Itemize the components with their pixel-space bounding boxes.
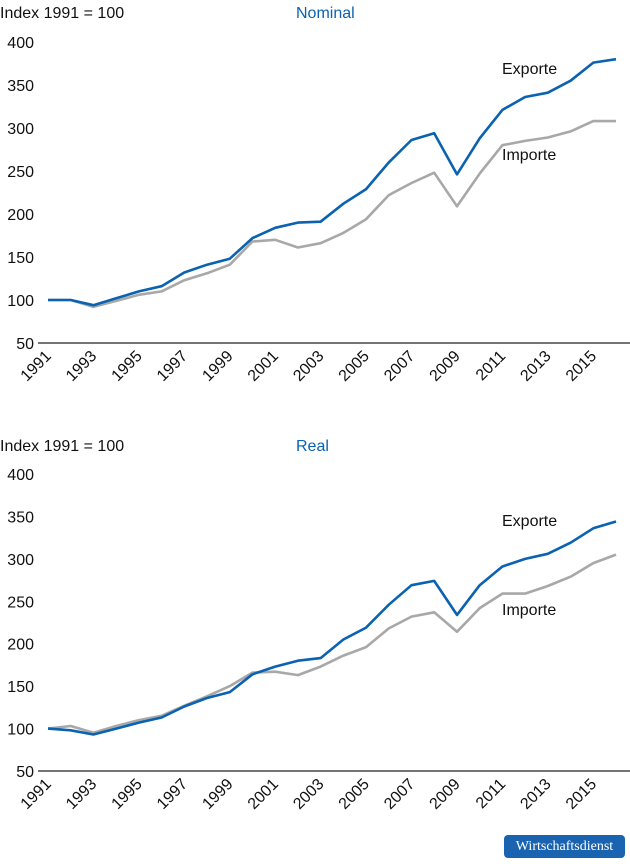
x-tick-label: 2007 bbox=[381, 776, 418, 813]
x-tick-label: 2005 bbox=[336, 776, 373, 813]
publisher-logo: Wirtschaftsdienst bbox=[504, 835, 625, 858]
y-tick-label: 200 bbox=[7, 637, 34, 654]
x-tick-label: 2013 bbox=[517, 776, 554, 813]
y-tick-label: 100 bbox=[7, 293, 34, 310]
y-tick-label: 250 bbox=[7, 164, 34, 181]
x-tick-label: 1997 bbox=[154, 348, 191, 385]
series-line-importe bbox=[48, 119, 616, 309]
y-tick-label: 100 bbox=[7, 722, 34, 739]
chart-nominal: Index 1991 = 100 Nominal40035030025020015… bbox=[0, 5, 630, 385]
x-tick-label: 1997 bbox=[154, 776, 191, 813]
y-tick-label: 50 bbox=[16, 764, 34, 781]
series-line-importe bbox=[47, 553, 617, 735]
y-tick-label: 400 bbox=[7, 35, 34, 52]
y-axis-label: Index 1991 = 100 bbox=[0, 438, 124, 455]
series-label-exporte: Exporte bbox=[502, 61, 557, 78]
series-line-exporte bbox=[47, 520, 617, 736]
x-tick-label: 1995 bbox=[109, 776, 146, 813]
x-tick-label: 1999 bbox=[199, 776, 236, 813]
series-line-exporte bbox=[48, 57, 617, 307]
series-label-exporte: Exporte bbox=[502, 513, 557, 530]
x-tick-label: 2009 bbox=[427, 776, 464, 813]
x-tick-label: 2009 bbox=[427, 348, 464, 385]
y-tick-label: 400 bbox=[7, 467, 34, 484]
x-tick-label: 2005 bbox=[336, 348, 373, 385]
x-tick-label: 1993 bbox=[63, 776, 100, 813]
x-tick-label: 2007 bbox=[381, 348, 418, 385]
x-tick-label: 2001 bbox=[245, 348, 282, 385]
x-tick-label: 2003 bbox=[290, 776, 327, 813]
y-tick-label: 150 bbox=[7, 250, 34, 267]
x-tick-label: 2011 bbox=[473, 776, 509, 812]
x-tick-label: 1991 bbox=[18, 776, 55, 813]
x-tick-label: 2001 bbox=[245, 776, 282, 813]
y-tick-label: 250 bbox=[7, 594, 34, 611]
x-tick-label: 2013 bbox=[517, 348, 554, 385]
chart-title: Nominal bbox=[296, 5, 355, 22]
x-tick-label: 2003 bbox=[290, 348, 327, 385]
y-tick-label: 50 bbox=[16, 336, 34, 353]
x-tick-label: 1991 bbox=[18, 348, 55, 385]
y-tick-label: 300 bbox=[7, 552, 34, 569]
x-tick-label: 1999 bbox=[199, 348, 236, 385]
y-axis-label: Index 1991 = 100 bbox=[0, 5, 124, 22]
chart-real: Index 1991 = 100 Real40035030025020015010… bbox=[0, 438, 630, 813]
y-tick-label: 300 bbox=[7, 121, 34, 138]
series-label-importe: Importe bbox=[502, 602, 556, 619]
y-tick-label: 200 bbox=[7, 207, 34, 224]
x-tick-label: 1995 bbox=[109, 348, 146, 385]
chart-title: Real bbox=[296, 438, 329, 455]
x-tick-label: 2015 bbox=[563, 348, 600, 385]
y-tick-label: 150 bbox=[7, 679, 34, 696]
x-tick-label: 2015 bbox=[563, 776, 600, 813]
series-label-importe: Importe bbox=[502, 147, 556, 164]
y-tick-label: 350 bbox=[7, 509, 34, 526]
y-tick-label: 350 bbox=[7, 78, 34, 95]
x-tick-label: 1993 bbox=[63, 348, 100, 385]
x-tick-label: 2011 bbox=[473, 348, 509, 384]
